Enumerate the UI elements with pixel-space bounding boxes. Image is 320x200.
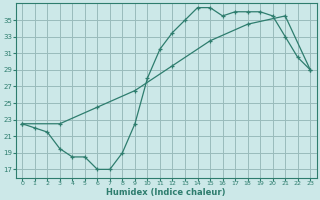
X-axis label: Humidex (Indice chaleur): Humidex (Indice chaleur) <box>107 188 226 197</box>
